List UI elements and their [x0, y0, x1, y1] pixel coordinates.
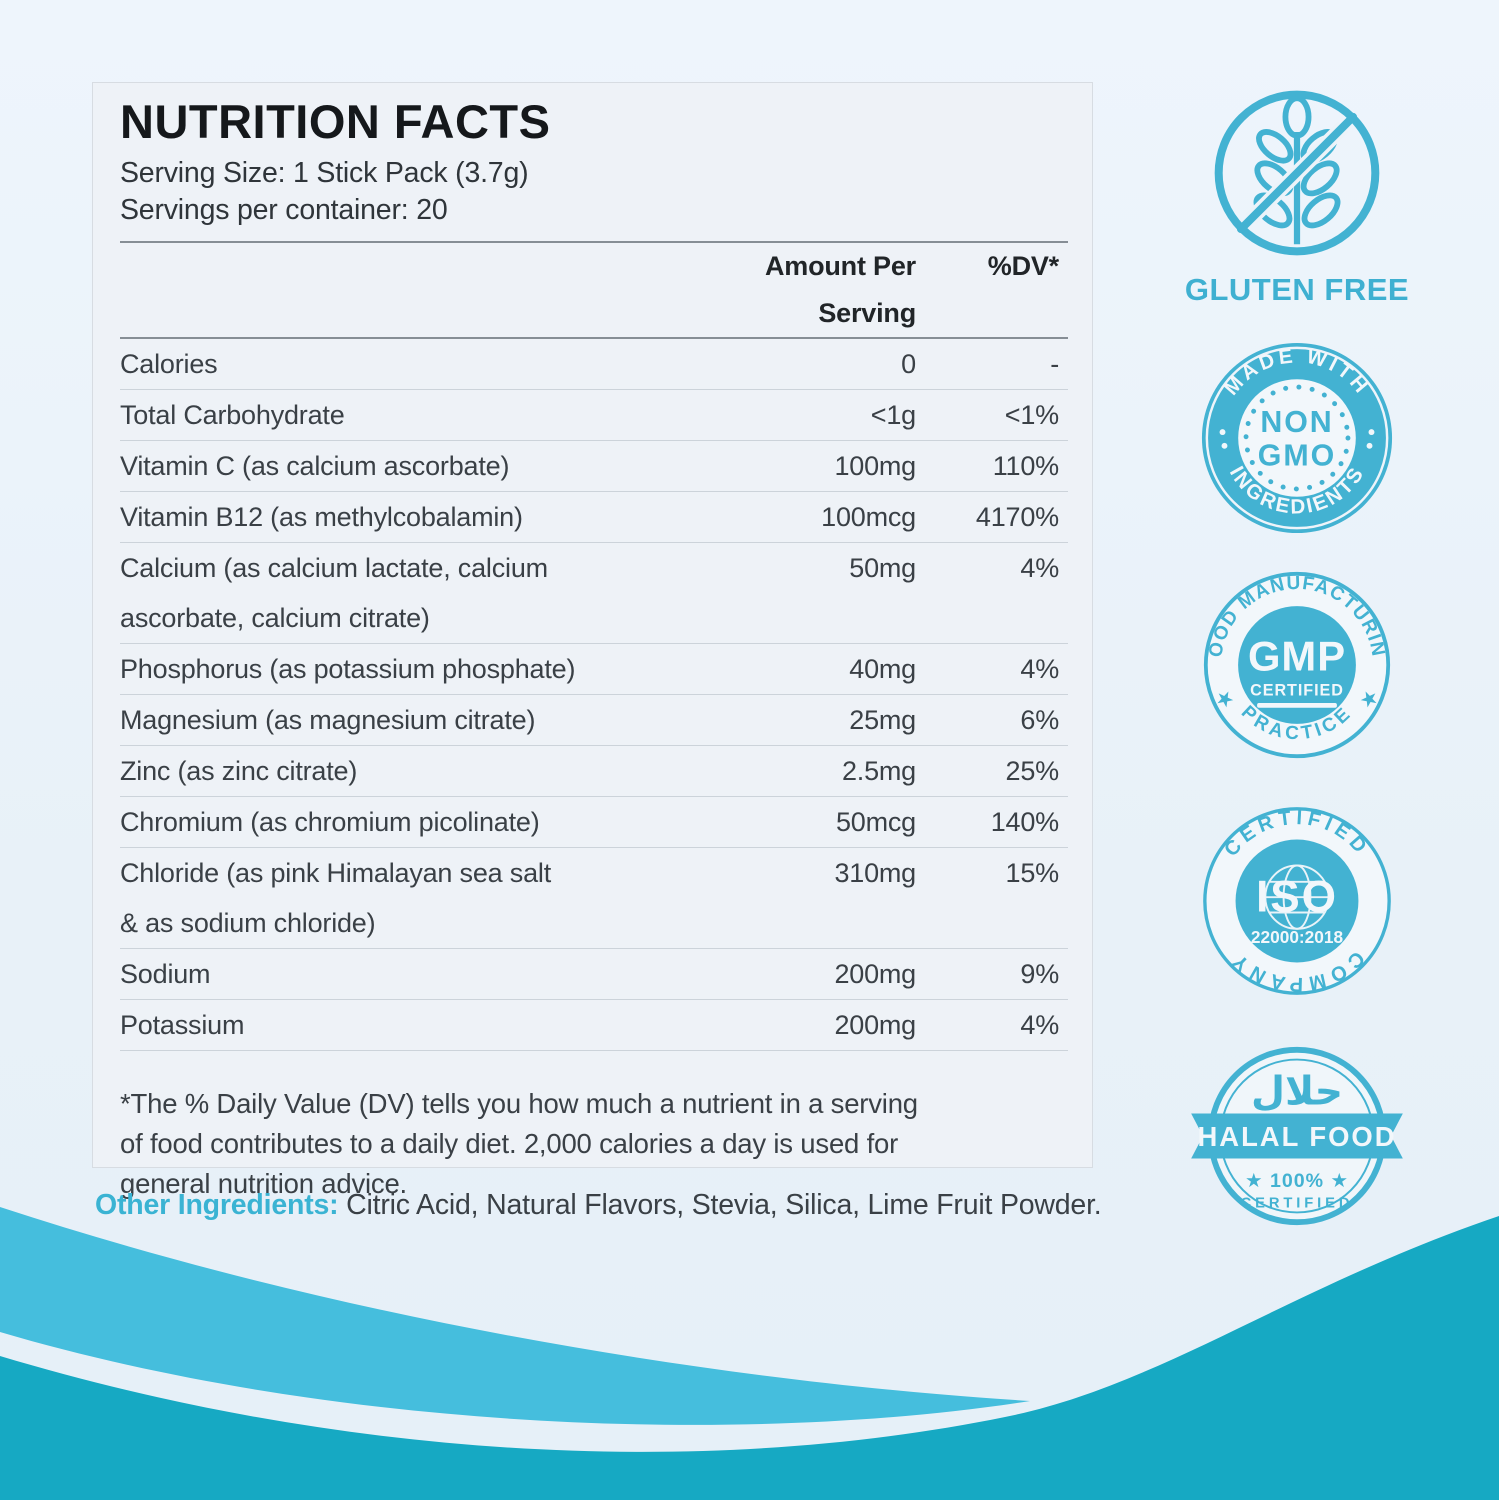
- gmp-text: GMP: [1248, 633, 1346, 680]
- nutrient-dv: 9%: [1020, 959, 1059, 989]
- other-ingredients-value: Citric Acid, Natural Flavors, Stevia, Si…: [338, 1189, 1102, 1221]
- table-row: Chloride (as pink Himalayan sea salt & a…: [120, 848, 1068, 949]
- nutrient-amount: 40mg: [849, 654, 916, 684]
- table-header: Amount Per Serving %DV*: [120, 241, 1068, 339]
- nutrient-amount: 50mg: [849, 553, 916, 583]
- table-row: Phosphorus (as potassium phosphate) 40mg…: [120, 644, 1068, 695]
- non-gmo-badge-icon: MADE WITH INGREDIENTS NON GMO: [1201, 342, 1393, 534]
- nutrition-table: Amount Per Serving %DV* Calories 0 - Tot…: [120, 241, 1068, 1051]
- nutrient-amount: 2.5mg: [841, 756, 916, 786]
- halal-ribbon: [1191, 1113, 1403, 1159]
- column-header-dv: %DV*: [987, 251, 1059, 281]
- nutrient-name: Magnesium (as magnesium citrate): [120, 705, 536, 735]
- column-header-amount: Amount Per Serving: [764, 251, 916, 328]
- nutrient-amount: 200mg: [834, 959, 916, 989]
- nutrient-name: Zinc (as zinc citrate): [120, 756, 358, 786]
- nutrient-dv: -: [1050, 349, 1059, 379]
- halal-certified-text: CERTIFIED: [1241, 1196, 1354, 1212]
- table-row: Zinc (as zinc citrate) 2.5mg 25%: [120, 746, 1068, 797]
- nutrient-amount: <1g: [870, 400, 916, 430]
- nutrient-dv: 140%: [990, 807, 1059, 837]
- nutrient-amount: 310mg: [834, 858, 916, 888]
- table-row: Vitamin C (as calcium ascorbate) 100mg 1…: [120, 441, 1068, 492]
- nutrient-name: Vitamin C (as calcium ascorbate): [120, 451, 510, 481]
- nutrient-name: Chloride (as pink Himalayan sea salt & a…: [120, 858, 551, 938]
- halal-arabic-text: حلال: [1251, 1071, 1343, 1114]
- wave-dark: [0, 1216, 1499, 1500]
- nutrient-amount: 25mg: [849, 705, 916, 735]
- nutrient-name: Calcium (as calcium lactate, calcium asc…: [120, 553, 548, 633]
- table-row: Total Carbohydrate <1g <1%: [120, 390, 1068, 441]
- non-gmo-text-line2: GMO: [1258, 438, 1336, 472]
- wave-light: [0, 1207, 1030, 1425]
- gluten-free-label: GLUTEN FREE: [1184, 272, 1410, 307]
- nutrient-name: Sodium: [120, 959, 211, 989]
- nutrient-dv: 4%: [1020, 553, 1059, 583]
- nutrient-amount: 200mg: [834, 1010, 916, 1040]
- iso-text: ISO: [1256, 873, 1338, 922]
- table-row: Chromium (as chromium picolinate) 50mcg …: [120, 797, 1068, 848]
- other-ingredients: Other Ingredients: Citric Acid, Natural …: [95, 1188, 1155, 1222]
- nutrient-name: Phosphorus (as potassium phosphate): [120, 654, 576, 684]
- halal-badge-icon: حلال HALAL FOOD ★ 100% ★ CERTIFIED: [1191, 1046, 1403, 1226]
- other-ingredients-label: Other Ingredients:: [95, 1189, 339, 1221]
- nutrient-name: Total Carbohydrate: [120, 400, 345, 430]
- serving-size: Serving Size: 1 Stick Pack (3.7g): [120, 157, 529, 189]
- iso-standard-text: 22000:2018: [1251, 927, 1344, 947]
- nutrient-dv: 25%: [1005, 756, 1060, 786]
- nutrient-name: Chromium (as chromium picolinate): [120, 807, 540, 837]
- nutrient-amount: 50mcg: [835, 807, 916, 837]
- nutrient-dv: 4170%: [975, 502, 1059, 532]
- servings-per-container: Servings per container: 20: [120, 194, 448, 226]
- nutrient-dv: <1%: [1004, 400, 1059, 430]
- gmp-certified-text: CERTIFIED: [1250, 681, 1344, 699]
- nutrition-facts-panel: NUTRITION FACTS Serving Size: 1 Stick Pa…: [92, 82, 1093, 1199]
- nutrient-amount: 100mcg: [821, 502, 916, 532]
- nutrient-amount: 100mg: [834, 451, 916, 481]
- table-row: Magnesium (as magnesium citrate) 25mg 6%: [120, 695, 1068, 746]
- non-gmo-text-line1: NON: [1260, 405, 1333, 439]
- nutrient-name: Potassium: [120, 1010, 245, 1040]
- table-row: Calcium (as calcium lactate, calcium asc…: [120, 543, 1068, 644]
- nutrient-dv: 4%: [1020, 1010, 1059, 1040]
- table-row: Potassium 200mg 4%: [120, 1000, 1068, 1051]
- nutrient-dv: 6%: [1020, 705, 1059, 735]
- table-row: Vitamin B12 (as methylcobalamin) 100mcg …: [120, 492, 1068, 543]
- iso-badge-icon: CERTIFIED COMPANY ISO 22000:2018: [1203, 807, 1391, 995]
- nutrient-dv: 4%: [1020, 654, 1059, 684]
- nutrient-amount: 0: [901, 349, 916, 379]
- gmp-badge-icon: GOOD MANUFACTURING PRACTICE ★ ★ GMP CERT…: [1203, 571, 1391, 759]
- nutrient-name: Calories: [120, 349, 218, 379]
- dv-footnote: *The % Daily Value (DV) tells you how mu…: [120, 1088, 918, 1199]
- nutrient-dv: 15%: [1005, 858, 1060, 888]
- table-row: Sodium 200mg 9%: [120, 949, 1068, 1000]
- halal-ribbon-text: HALAL FOOD: [1198, 1121, 1397, 1152]
- globe-icon: [1264, 864, 1330, 930]
- gluten-free-icon: [1214, 90, 1380, 256]
- nutrient-name: Vitamin B12 (as methylcobalamin): [120, 502, 523, 532]
- nutrient-dv: 110%: [992, 451, 1059, 481]
- page-title: NUTRITION FACTS: [120, 95, 551, 148]
- halal-100-text: ★ 100% ★: [1245, 1170, 1349, 1192]
- table-row: Calories 0 -: [120, 339, 1068, 390]
